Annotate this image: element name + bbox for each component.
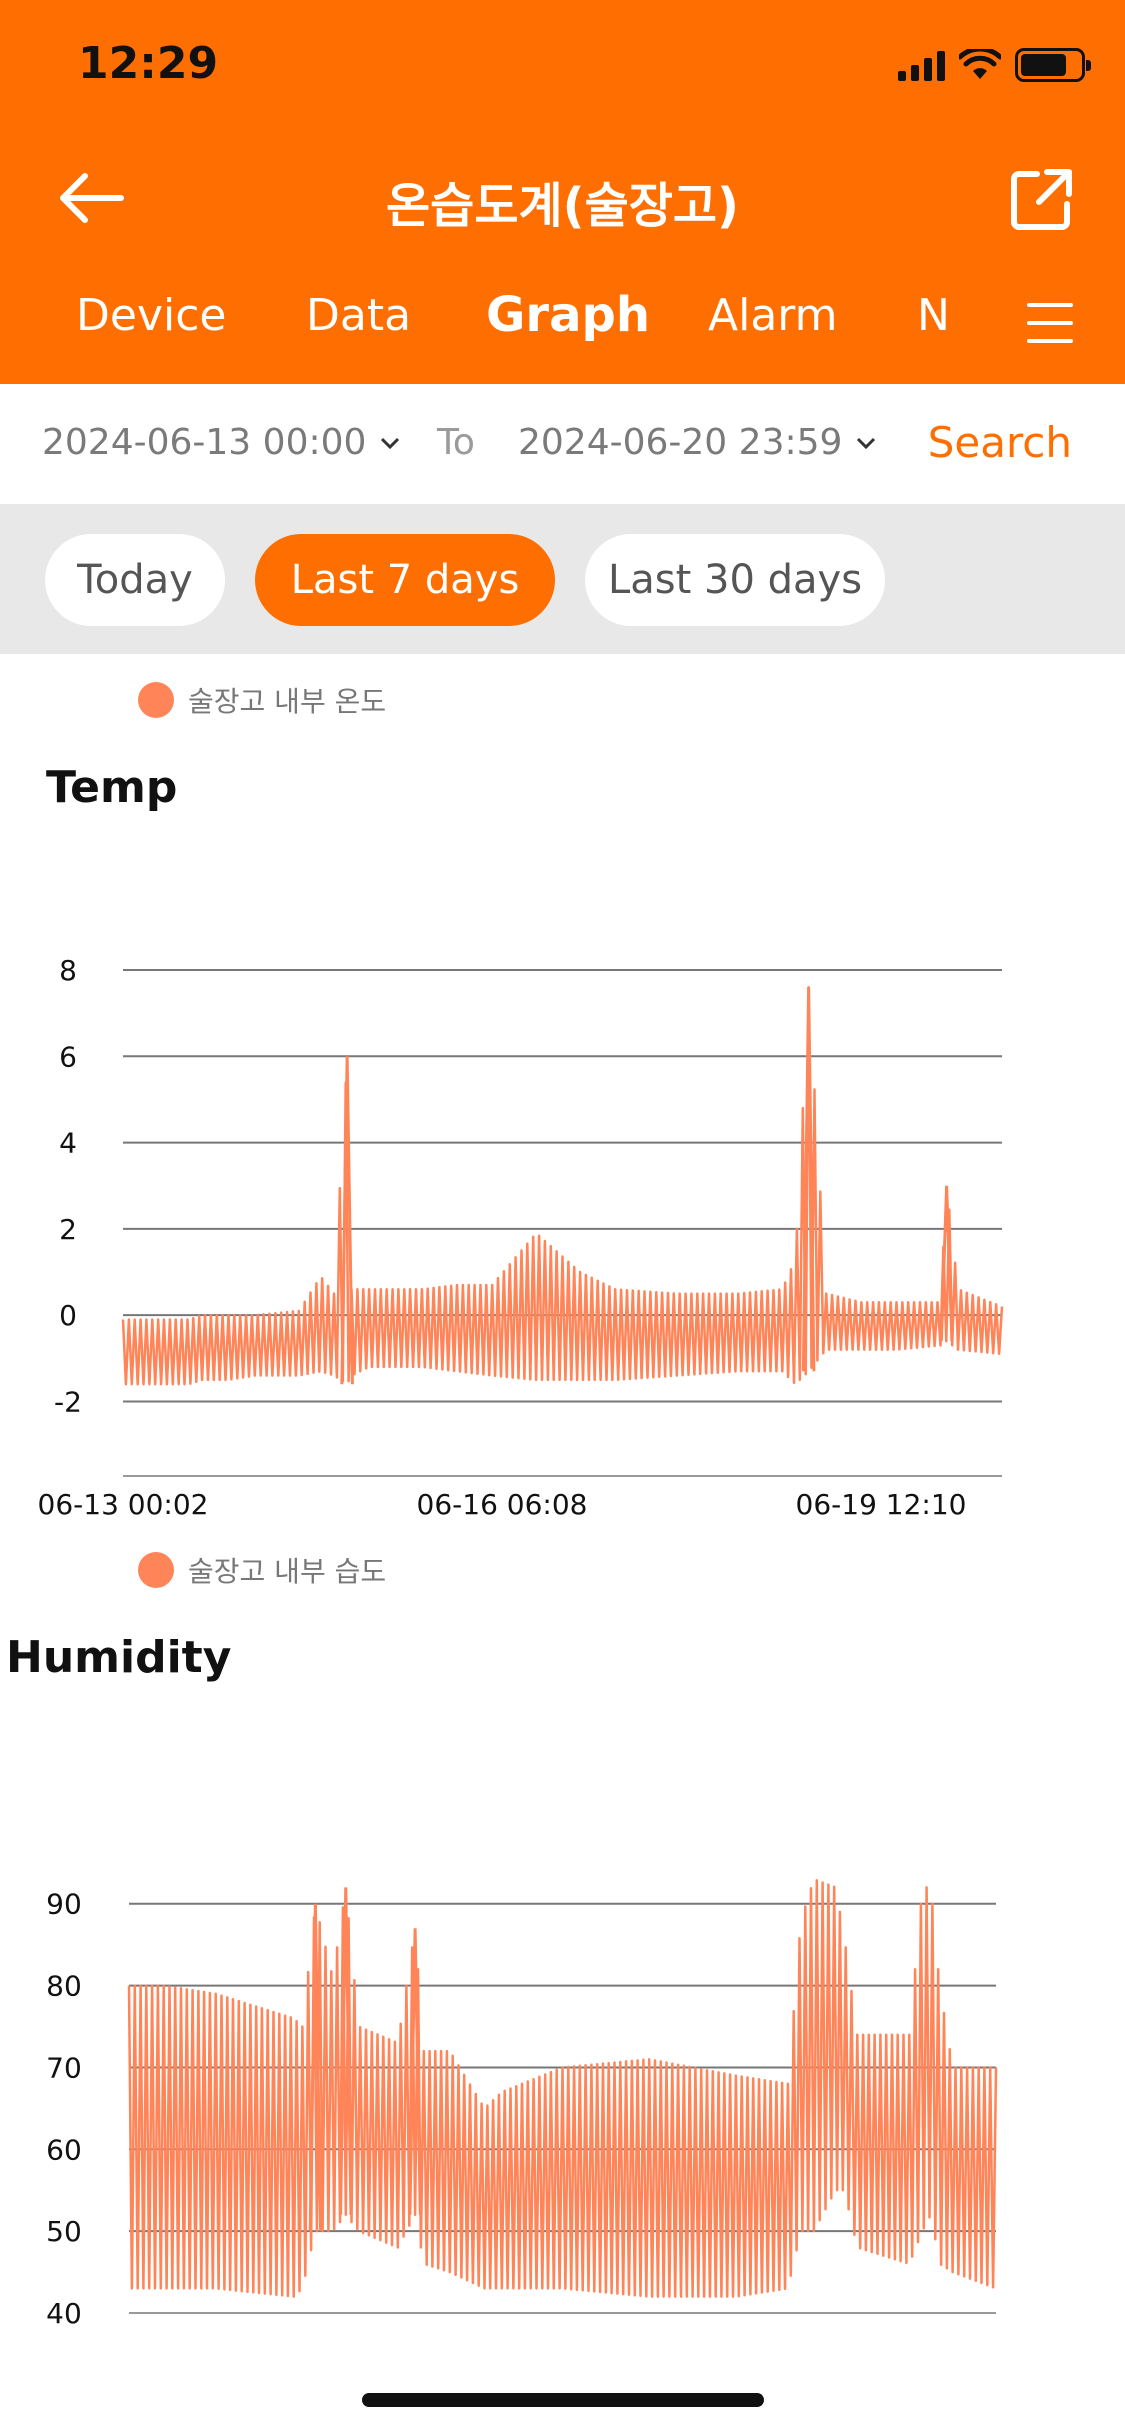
chevron-down-icon	[381, 437, 400, 449]
date-range-row: 2024-06-13 00:00 To 2024-06-20 23:59 Sea…	[0, 384, 1125, 504]
page-title: 온습도계(술장고)	[386, 178, 739, 234]
temp-chart-title: Temp	[46, 762, 178, 813]
series-spike	[339, 1887, 353, 2215]
tab-device[interactable]: Device	[76, 290, 227, 341]
y-tick-label: 50	[46, 2215, 82, 2248]
to-date-value: 2024-06-20 23:59	[518, 422, 843, 463]
range-today-button[interactable]: Today	[45, 534, 225, 626]
series-spike	[408, 1928, 422, 2215]
quick-range-bar: Today Last 7 days Last 30 days	[0, 504, 1125, 654]
tab-alarm[interactable]: Alarm	[708, 290, 838, 341]
humidity-legend: 술장고 내부 습도	[138, 1550, 386, 1590]
y-tick-label: 8	[59, 954, 77, 987]
y-tick-label: 90	[46, 1888, 82, 1921]
series-line	[127, 1879, 998, 2298]
back-arrow-icon[interactable]	[55, 165, 135, 231]
temp-legend: 술장고 내부 온도	[138, 680, 386, 720]
y-tick-label: 80	[46, 1970, 82, 2003]
series-line	[121, 986, 1004, 1386]
app-header: 12:29 온습도계(술장고) Device Data Graph Alarm …	[0, 0, 1125, 384]
series-spike	[801, 987, 816, 1372]
battery-icon	[1015, 48, 1091, 82]
x-tick-label: 06-16 06:08	[417, 1488, 588, 1521]
from-date-dropdown[interactable]: 2024-06-13 00:00	[42, 422, 400, 463]
x-tick-label: 06-19 12:10	[796, 1488, 967, 1521]
humidity-legend-label: 술장고 내부 습도	[188, 1555, 387, 1588]
tab-bar: Device Data Graph Alarm N	[0, 287, 1125, 362]
status-time: 12:29	[78, 38, 219, 89]
temp-legend-label: 술장고 내부 온도	[188, 685, 387, 718]
wifi-icon	[959, 49, 1001, 79]
from-date-value: 2024-06-13 00:00	[42, 422, 367, 463]
external-link-icon[interactable]	[1007, 164, 1077, 234]
y-tick-label: 2	[59, 1213, 77, 1246]
to-label: To	[437, 422, 475, 463]
humidity-chart: 90 80 70 60 50 40	[46, 1879, 998, 2330]
tab-data[interactable]: Data	[306, 290, 412, 341]
legend-dot-icon	[138, 1552, 174, 1588]
hamburger-menu-icon[interactable]	[1027, 303, 1073, 345]
series-spike	[340, 1056, 354, 1385]
y-tick-label: 4	[59, 1127, 77, 1160]
tab-graph[interactable]: Graph	[486, 287, 650, 343]
range-last-30-days-button[interactable]: Last 30 days	[585, 534, 885, 626]
tab-n[interactable]: N	[917, 290, 950, 341]
to-date-dropdown[interactable]: 2024-06-20 23:59	[518, 422, 876, 463]
y-tick-label: 60	[46, 2133, 82, 2166]
series-spike	[939, 1185, 954, 1342]
series-spike	[308, 1903, 323, 2232]
range-last-7-days-button[interactable]: Last 7 days	[255, 534, 555, 626]
status-icons	[898, 48, 1091, 82]
cellular-signal-icon	[898, 49, 945, 81]
humidity-chart-title: Humidity	[6, 1632, 232, 1683]
home-indicator	[362, 2393, 764, 2407]
chevron-down-icon	[857, 437, 876, 449]
temp-chart: 8 6 4 2 0 -2 06-13 00:02 06-16 06:08 06-19 12:10	[38, 954, 1004, 1521]
x-tick-label: 06-13 00:02	[38, 1488, 209, 1521]
y-tick-label: 0	[59, 1299, 77, 1332]
y-tick-label: 70	[46, 2051, 82, 2084]
y-tick-label: 6	[59, 1040, 77, 1073]
legend-dot-icon	[138, 682, 174, 718]
y-tick-label: -2	[54, 1385, 82, 1418]
y-tick-label: 40	[46, 2297, 82, 2330]
search-button[interactable]: Search	[927, 418, 1072, 467]
